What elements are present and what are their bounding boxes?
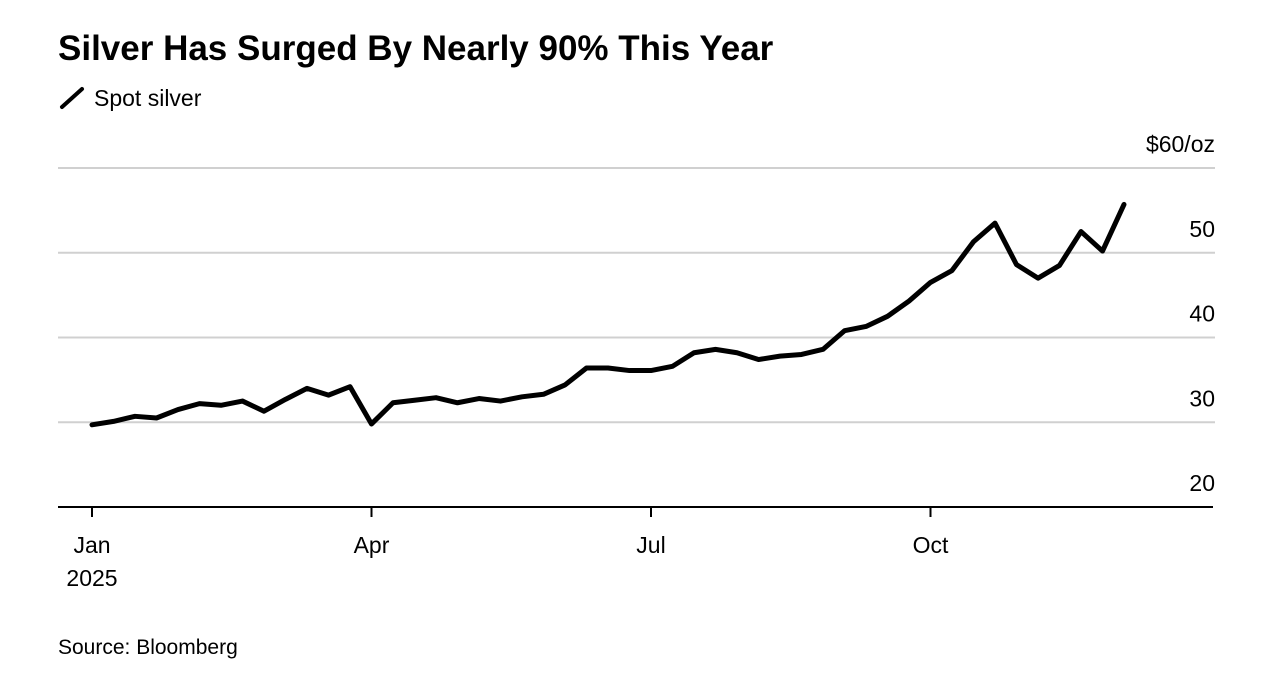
source: Source: Bloomberg (58, 636, 238, 659)
line (89, 201, 1127, 428)
legend-label: Spot silver (94, 85, 202, 111)
y-tick-label: 40 (1189, 301, 1215, 327)
y-tick-label: $60/oz (1146, 131, 1215, 157)
y-tick-label: 50 (1189, 216, 1215, 242)
chart-title: Silver Has Surged By Nearly 90% This Yea… (58, 29, 774, 68)
legend-swatch (60, 87, 84, 109)
x-tick-label: Oct (913, 532, 949, 558)
x-tick-label: Apr (354, 532, 390, 558)
x-tick-label: Jul (636, 532, 665, 558)
x-year-label: 2025 (66, 565, 117, 591)
y-tick-label: 30 (1189, 385, 1215, 411)
x-tick-label: Jan (73, 532, 110, 558)
y-tick-label: 20 (1189, 470, 1215, 496)
